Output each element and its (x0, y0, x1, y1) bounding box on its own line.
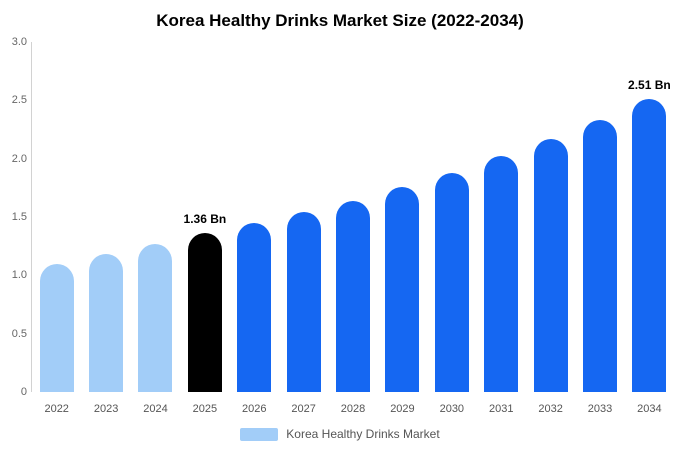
x-axis-label: 2024 (143, 403, 168, 415)
x-axis-label: 2025 (192, 403, 218, 415)
bar-2033 (582, 120, 617, 392)
x-axis-label: 2027 (291, 403, 316, 415)
bar-column: 2029 (378, 42, 427, 415)
bars: 2022 2023 2024 1.36 Bn 2025 2026 2027 2028 2029 2… (32, 42, 674, 415)
x-axis-label: 2030 (439, 403, 465, 415)
bar-column: 2023 (81, 42, 130, 415)
bar-column: 2031 (477, 42, 526, 415)
x-axis-label: 2034 (637, 403, 662, 415)
bar-column: 2028 (328, 42, 377, 415)
bar-value-label: 1.36 Bn (183, 212, 227, 227)
bar-column: 2033 (575, 42, 624, 415)
y-tick-label: 1.0 (11, 269, 27, 282)
bar-column: 2030 (427, 42, 476, 415)
y-tick-label: 1.5 (11, 211, 27, 223)
x-axis-label: 2032 (538, 403, 563, 415)
bar-column: 2026 (230, 42, 279, 415)
bar-2027 (286, 212, 321, 392)
legend-swatch (240, 427, 279, 441)
x-axis-label: 2029 (390, 403, 415, 415)
bar-2025 (187, 233, 222, 392)
bar-2022 (39, 263, 74, 392)
bar-column: 1.36 Bn 2025 (180, 42, 229, 415)
legend-label: Korea Healthy Drinks Market (286, 427, 440, 441)
bar-2026 (237, 222, 272, 392)
bar-2032 (533, 138, 568, 392)
bar-2023 (89, 254, 124, 392)
legend: Korea Healthy Drinks Market (0, 427, 680, 441)
bar-2031 (484, 156, 519, 392)
y-tick-label: 2.0 (11, 152, 27, 165)
y-tick-label: 2.5 (11, 94, 27, 107)
bar-column: 2027 (279, 42, 328, 415)
y-axis: 3.0 2.5 2.0 1.5 1.0 0.5 0 (0, 0, 27, 450)
chart-title: Korea Healthy Drinks Market Size (2022-2… (156, 11, 524, 30)
bar-2029 (385, 186, 420, 392)
bar-2024 (138, 243, 173, 392)
bar-2034 (632, 99, 667, 392)
bar-column: 2024 (131, 42, 180, 415)
x-axis-label: 2028 (340, 403, 366, 415)
bar-2030 (434, 172, 469, 392)
bar-column: 2022 (32, 42, 81, 415)
x-axis-label: 2026 (242, 403, 267, 415)
bar-value-label: 2.51 Bn (628, 78, 671, 93)
x-axis-label: 2022 (44, 403, 69, 415)
bar-column: 2.51 Bn 2034 (625, 42, 674, 415)
y-tick-label: 0.5 (11, 327, 27, 340)
bar-2028 (336, 200, 371, 392)
y-axis-line (31, 42, 32, 392)
y-tick-label: 0 (20, 386, 27, 398)
bar-column: 2032 (526, 42, 575, 415)
x-axis-label: 2033 (587, 403, 613, 415)
y-tick-label: 3.0 (11, 36, 27, 48)
x-axis-label: 2023 (93, 403, 119, 415)
x-axis-label: 2031 (488, 403, 514, 415)
